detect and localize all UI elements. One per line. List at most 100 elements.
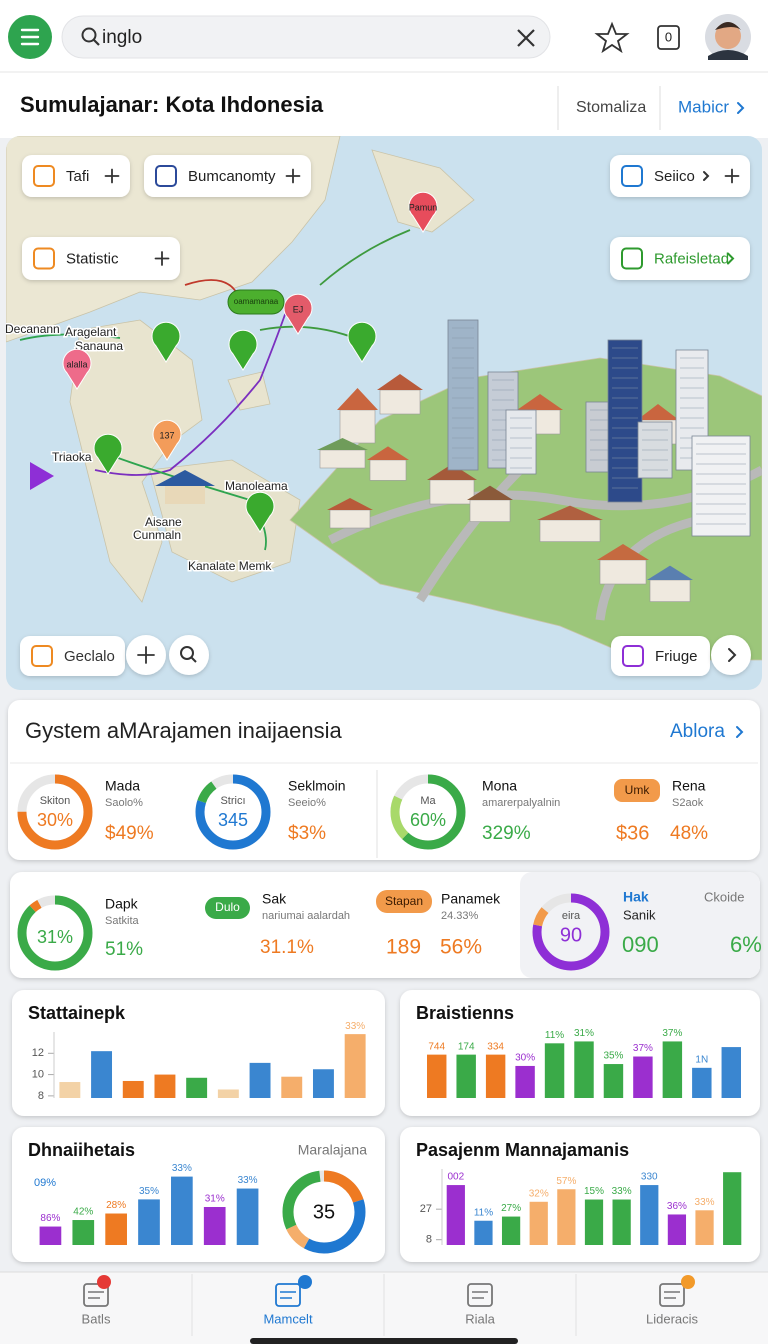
nav-label: Lideracis: [646, 1311, 699, 1326]
map-chip[interactable]: [22, 237, 180, 280]
stat-extra: Ckoide: [704, 889, 744, 904]
bar: [39, 1226, 62, 1245]
bar: [249, 1062, 271, 1098]
clear-icon[interactable]: [517, 29, 535, 47]
chart-title: Pasajenm Mannajamanis: [416, 1140, 629, 1160]
nav-icon[interactable]: [83, 1283, 109, 1307]
bar-label: 33%: [238, 1175, 258, 1186]
map-button[interactable]: [169, 635, 209, 675]
stat-value: 189: [386, 936, 421, 959]
nav-icon[interactable]: [659, 1283, 685, 1307]
bar: [203, 1207, 226, 1245]
bar-label: 11%: [474, 1207, 493, 1218]
star-icon[interactable]: [594, 21, 630, 54]
nav-icon[interactable]: [467, 1283, 493, 1307]
bar-label: 330: [641, 1172, 658, 1183]
map-pin[interactable]: [283, 293, 313, 335]
bar: [633, 1056, 653, 1098]
bar: [501, 1216, 521, 1245]
stat-value: 51%: [105, 939, 143, 960]
mini-donut-segment: [282, 1170, 366, 1254]
map-roof: [537, 505, 603, 520]
map-tower: [607, 339, 643, 503]
nav-icon[interactable]: [275, 1283, 301, 1307]
bar: [236, 1188, 259, 1245]
mini-donut-segment: [282, 1170, 366, 1254]
nav-icon-detail: [664, 1291, 680, 1299]
section-title: Gystem aMArajamen inaijaensia: [25, 718, 342, 743]
stat-value: $3%: [288, 823, 326, 844]
ring-segment: [532, 893, 610, 971]
bar-label: 11%: [545, 1030, 564, 1041]
bar: [456, 1054, 476, 1098]
map-pin[interactable]: [408, 191, 438, 233]
nav-badge: [298, 1275, 312, 1289]
map-pin[interactable]: [62, 348, 92, 390]
bar: [723, 1172, 742, 1245]
map-marker: [30, 462, 54, 490]
stat-name: Dapk: [105, 896, 139, 912]
bar: [186, 1077, 208, 1098]
badge-label: Stapan: [385, 894, 423, 908]
stat-sub: Sanik: [623, 907, 656, 922]
map-house: [369, 459, 407, 481]
stat-name: Mada: [105, 778, 140, 794]
map-place-label: Sanauna: [75, 339, 123, 353]
map-pin[interactable]: [152, 419, 182, 461]
chip-label: Geclalo: [64, 648, 115, 665]
map-button[interactable]: [711, 635, 751, 675]
ring-segment: [17, 895, 93, 971]
map-tower: [691, 435, 751, 537]
bar: [281, 1076, 303, 1098]
bar: [603, 1064, 624, 1098]
stat-value: 56%: [440, 936, 482, 959]
bar-label: 334: [487, 1041, 504, 1052]
map-pin[interactable]: [347, 321, 377, 363]
avatar-face: [715, 23, 741, 49]
map-pavilion-roof: [155, 470, 215, 486]
badge-count: 0: [665, 29, 672, 44]
map-pin-label: 137: [159, 430, 174, 440]
chip-label: Bumcanomty: [188, 168, 276, 185]
map-pin[interactable]: [151, 321, 181, 363]
home-indicator: [250, 1338, 518, 1344]
badge-label: Dulo: [215, 900, 240, 914]
map-pin[interactable]: [228, 329, 258, 371]
search-box[interactable]: [61, 15, 551, 59]
bar-label: 37%: [633, 1043, 653, 1054]
bar: [662, 1041, 683, 1098]
bar-label: 33%: [345, 1021, 365, 1032]
chip-icon: [621, 165, 643, 187]
map-chip[interactable]: [610, 155, 750, 197]
chevron-icon: [703, 171, 710, 181]
y-tick-label: 10: [32, 1068, 44, 1080]
header-link: Stomaliza: [576, 99, 646, 116]
bar-label: 1N: [695, 1054, 708, 1065]
map-place-label: Decanann: [5, 322, 60, 336]
bar: [312, 1069, 334, 1098]
map-pin[interactable]: [245, 491, 275, 533]
map-pavilion: [165, 484, 205, 504]
chevron-icon: [727, 252, 735, 265]
map-chip[interactable]: [144, 155, 311, 197]
bar-label: 31%: [574, 1028, 594, 1039]
ring-segment: [390, 774, 466, 850]
bar: [171, 1176, 193, 1245]
bar-label: 42%: [73, 1207, 93, 1218]
map-chip[interactable]: [610, 237, 750, 280]
nav-label: Mamcelt: [263, 1311, 313, 1326]
chart-annotation: 09%: [34, 1177, 56, 1189]
bar: [529, 1201, 548, 1245]
nav-badge: [97, 1275, 111, 1289]
bar: [544, 1043, 565, 1098]
search-text: inglo: [102, 27, 142, 48]
stat-value: $49%: [105, 823, 154, 844]
map-pin[interactable]: [93, 433, 123, 475]
stat-badge: [205, 897, 250, 919]
bar-label: 15%: [584, 1186, 604, 1197]
map-pin-label: EJ: [293, 304, 304, 314]
ring-value: 90: [560, 924, 582, 946]
stat-sub: nariumai aalardah: [262, 910, 350, 922]
